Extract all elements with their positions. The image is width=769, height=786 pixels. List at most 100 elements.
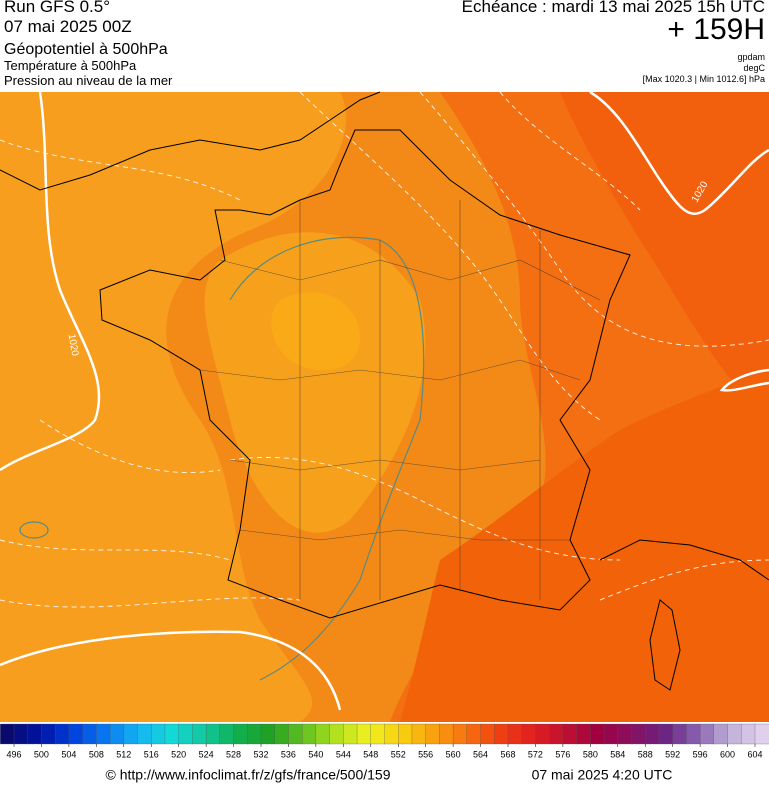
colorbar-swatch — [13, 723, 29, 745]
colorbar-swatch — [96, 723, 111, 745]
colorbar-swatch — [302, 723, 317, 745]
colorbar-label: 568 — [500, 749, 515, 759]
colorbar-label: 572 — [528, 749, 543, 759]
colorbar-label: 508 — [89, 749, 104, 759]
admin-borders — [199, 200, 601, 600]
colorbar-label: 544 — [336, 749, 351, 759]
unit: degC — [743, 63, 765, 73]
colorbar-swatch — [178, 723, 194, 745]
valid-time: Echéance : mardi 13 mai 2025 15h UTC — [461, 0, 765, 16]
colorbar-swatch — [562, 723, 578, 745]
colorbar-swatch — [82, 723, 97, 745]
colorbar-swatch — [603, 723, 619, 745]
run: Run GFS 0.5° — [4, 0, 111, 16]
pressure-range: [Max 1020.3 | Min 1012.6] hPa — [642, 74, 765, 84]
colorbar-swatch — [315, 723, 331, 745]
colorbar-swatch — [439, 723, 454, 745]
footer-url: © http://www.infoclimat.fr/z/gfs/france/… — [106, 767, 391, 783]
colorbar-swatch — [288, 723, 303, 745]
colorbar-label: 600 — [720, 749, 735, 759]
colorbar-swatch — [329, 723, 344, 745]
title: Géopotentiel à 500hPa — [4, 41, 168, 58]
colorbar-swatch — [658, 723, 674, 745]
colorbar-swatch — [343, 723, 358, 745]
colorbar-label: 548 — [363, 749, 378, 759]
colorbar-swatch — [672, 723, 688, 745]
colorbar-swatch — [370, 723, 386, 745]
coastlines — [0, 91, 769, 691]
colorbar-label: 584 — [610, 749, 625, 759]
colorbar-swatch — [233, 723, 248, 745]
colorbar-swatch — [466, 723, 482, 745]
colorbar-swatch — [535, 723, 550, 745]
subtitle: Température à 500hPa — [4, 58, 137, 73]
colorbar-swatch — [452, 723, 468, 745]
colorbar-label: 592 — [665, 749, 680, 759]
lead-time: + 159H — [667, 13, 765, 46]
colorbar-swatch — [260, 723, 276, 745]
colorbar-swatch — [425, 723, 441, 745]
colorbar-swatch — [549, 723, 564, 745]
colorbar-swatch — [219, 723, 235, 745]
colorbar-swatch — [754, 723, 769, 745]
colorbar-label: 532 — [253, 749, 268, 759]
colorbar-label: 580 — [583, 749, 598, 759]
colorbar-swatch — [151, 723, 166, 745]
colorbar-label: 576 — [555, 749, 570, 759]
colorbar-swatch — [27, 723, 43, 745]
run-date: 07 mai 2025 00Z — [4, 17, 132, 36]
footer-timestamp: 07 mai 2025 4:20 UTC — [532, 767, 673, 783]
colorbar-swatch — [494, 723, 509, 745]
colorbar-swatch — [411, 723, 427, 745]
colorbar-swatch — [617, 723, 633, 745]
colorbar-swatch — [686, 723, 701, 745]
colorbar-swatch — [631, 723, 646, 745]
colorbar-label: 496 — [6, 749, 21, 759]
colorbar-swatch — [164, 723, 180, 745]
colorbar-swatch — [384, 723, 399, 745]
colorbar-label: 604 — [747, 749, 762, 759]
colorbar-swatch — [576, 723, 591, 745]
colorbar-label: 528 — [226, 749, 241, 759]
colorbar-label: 516 — [144, 749, 159, 759]
colorbar-label: 520 — [171, 749, 186, 759]
colorbar-swatch — [398, 723, 413, 745]
colorbar-swatch — [645, 723, 660, 745]
colorbar-swatch — [55, 723, 70, 745]
colorbar-swatch — [521, 723, 537, 745]
colorbar-swatch — [699, 723, 715, 745]
map-field — [0, 92, 769, 722]
colorbar-swatch — [68, 723, 84, 745]
colorbar-label: 504 — [61, 749, 76, 759]
colorbar-swatch — [247, 723, 262, 745]
colorbar-swatch — [356, 723, 372, 745]
colorbar-label: 560 — [446, 749, 461, 759]
subtitle: Pression au niveau de la mer — [4, 73, 173, 88]
colorbar-swatch — [192, 723, 207, 745]
geopotential-contours — [19, 236, 425, 681]
colorbar-swatch — [713, 723, 729, 745]
colorbar-swatch — [507, 723, 523, 745]
colorbar-label: 552 — [391, 749, 406, 759]
colorbar-swatch — [205, 723, 221, 745]
colorbar-label: 596 — [693, 749, 708, 759]
unit: gpdam — [737, 52, 765, 62]
isobar-label: 1020 — [66, 333, 81, 357]
colorbar-swatch — [0, 723, 15, 745]
colorbar-label: 540 — [308, 749, 323, 759]
colorbar-swatch — [109, 723, 125, 745]
colorbar-swatch — [727, 723, 742, 745]
colorbar-swatch — [137, 723, 152, 745]
temperature-contours — [0, 91, 769, 608]
colorbar-swatch — [480, 723, 495, 745]
colorbar-swatch — [274, 723, 290, 745]
colorbar-label: 500 — [34, 749, 49, 759]
colorbar-swatch — [590, 723, 605, 745]
colorbar-label: 556 — [418, 749, 433, 759]
isobars — [0, 90, 769, 711]
colorbar-swatch — [741, 723, 756, 745]
colorbar-label: 524 — [199, 749, 214, 759]
colorbar: 496 500 504 508 512 516 520 524 528 532 536 540 544 5… — [0, 723, 769, 759]
